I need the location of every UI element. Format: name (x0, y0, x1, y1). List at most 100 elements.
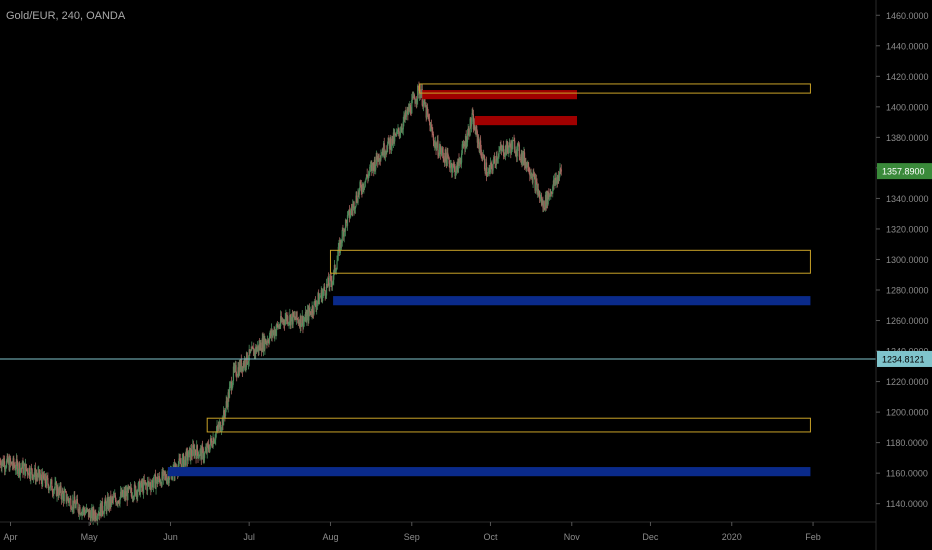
candle-body (390, 146, 393, 150)
candle-body (472, 114, 475, 130)
candle-body (460, 162, 462, 164)
candle-body (543, 201, 545, 209)
candle-body (549, 194, 551, 196)
candle-body (205, 448, 207, 452)
candle-body (450, 163, 452, 166)
candle-body (530, 174, 532, 177)
candle-body (391, 136, 393, 147)
candle-body (157, 480, 159, 484)
supply-zone[interactable] (474, 116, 578, 126)
candle-body (0, 465, 2, 468)
candle-body (9, 458, 12, 463)
candle-body (214, 439, 216, 441)
candle-body (227, 392, 229, 408)
candle-body (185, 450, 187, 466)
candle-body (222, 418, 224, 426)
candle-body (43, 477, 45, 481)
candle-body (501, 147, 503, 151)
candle-body (147, 481, 149, 483)
candle-body (5, 467, 7, 469)
candle-body (400, 132, 402, 134)
candle-body (52, 492, 54, 495)
candle-body (525, 162, 527, 169)
candle-body (232, 366, 235, 382)
candle-body (46, 476, 48, 478)
candle-body (556, 177, 558, 184)
demand-zone[interactable] (333, 296, 811, 306)
candle-body (554, 177, 556, 184)
candle-body (536, 182, 538, 193)
candle-body (210, 438, 212, 441)
candle-body (467, 128, 469, 134)
candle-body (243, 362, 245, 367)
candle-body (152, 481, 154, 488)
candle-body (201, 446, 203, 460)
candle-body (427, 113, 429, 115)
candle-body (349, 214, 351, 218)
candle-body (148, 481, 150, 485)
candle-body (221, 428, 223, 431)
outlined-zone[interactable] (329, 249, 811, 274)
outlined-zone[interactable] (206, 417, 811, 433)
candle-body (3, 461, 5, 467)
candle-body (320, 296, 322, 298)
candle-body (447, 152, 449, 158)
candle-body (457, 162, 459, 173)
candle-body (481, 157, 484, 160)
candle-body (320, 290, 322, 297)
candle-body (375, 164, 377, 170)
candle-body (394, 134, 396, 142)
candle-body (419, 89, 421, 98)
candle-body (502, 145, 504, 148)
candle-body (259, 343, 261, 349)
candle-body (96, 518, 98, 520)
candle-body (146, 481, 149, 491)
demand-zone[interactable] (167, 467, 811, 477)
candle-body (272, 332, 274, 336)
candle-body (431, 127, 433, 133)
candle-body (307, 309, 309, 321)
candle-body (471, 113, 473, 122)
candle-body (198, 455, 200, 457)
candle-body (537, 188, 539, 193)
candle-body (37, 472, 39, 478)
candle-body (319, 297, 321, 298)
candle-body (421, 89, 423, 95)
candle-body (515, 151, 517, 154)
supply-zone[interactable] (422, 90, 578, 100)
candle-body (191, 455, 193, 456)
candle-body (49, 481, 52, 488)
candle-body (354, 206, 356, 209)
candle-body (311, 306, 313, 315)
candle-body (245, 352, 248, 367)
candle-body (297, 319, 299, 323)
candle-body (212, 438, 214, 448)
candle-body (288, 322, 290, 324)
candle-body (135, 491, 137, 496)
candle-body (282, 320, 284, 323)
candle-body (232, 381, 234, 387)
candle-body (310, 311, 312, 315)
candle-body (375, 152, 377, 165)
candle-body (374, 159, 376, 170)
candle-body (392, 132, 395, 144)
candle-body (462, 144, 465, 147)
candle-body (379, 159, 381, 161)
candle-body (445, 157, 448, 166)
candle-body (238, 363, 240, 376)
candle-body (72, 500, 74, 509)
candle-body (211, 445, 214, 448)
time-tick-label: Sep (404, 532, 420, 542)
outlined-zone[interactable] (419, 83, 811, 94)
candle-body (491, 163, 493, 169)
candle-body (156, 477, 158, 482)
candle-body (129, 487, 132, 489)
price-axis[interactable] (876, 0, 932, 550)
candle-body (384, 151, 387, 156)
candle-body (444, 149, 446, 163)
candle-body (224, 414, 226, 416)
candle-body (250, 350, 252, 352)
candle-body (443, 158, 445, 159)
candle-body (73, 496, 75, 509)
